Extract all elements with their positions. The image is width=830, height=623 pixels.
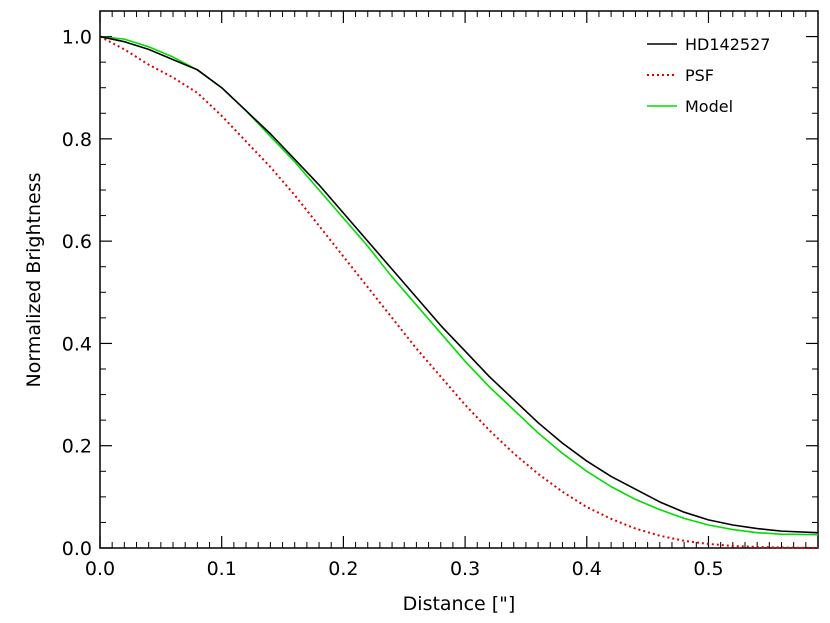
y-axis-label: Normalized Brightness: [23, 173, 45, 388]
y-tick-label: 0.4: [62, 333, 92, 355]
series-line-hd142527: [99, 35, 819, 534]
y-tick-label: 0.8: [62, 129, 92, 151]
legend-label: Model: [685, 97, 733, 116]
legend-label: HD142527: [685, 35, 770, 54]
axis-ticks: [99, 11, 819, 549]
series-line-psf: [99, 35, 819, 549]
legend: HD142527 PSF Model: [647, 35, 770, 116]
x-tick-label: 0.5: [693, 558, 723, 580]
y-tick-label: 0.2: [62, 436, 92, 458]
x-tick-label: 0.0: [85, 558, 115, 580]
x-tick-label: 0.4: [572, 558, 602, 580]
y-tick-label: 1.0: [62, 27, 92, 49]
y-tick-label: 0.6: [62, 231, 92, 253]
y-tick-label: 0.0: [62, 538, 92, 560]
x-tick-label: 0.3: [450, 558, 480, 580]
plot-frame: [99, 10, 819, 549]
series-layer: [99, 35, 819, 549]
x-tick-label: 0.1: [207, 558, 237, 580]
x-tick-label: 0.2: [328, 558, 358, 580]
legend-label: PSF: [685, 66, 714, 85]
x-axis-label: Distance ["]: [403, 593, 516, 615]
axis-tick-labels: 0.0 0.1 0.2 0.3 0.4 0.5 0.0 0.2 0.4 0.6 0.8 1.0: [62, 27, 724, 580]
